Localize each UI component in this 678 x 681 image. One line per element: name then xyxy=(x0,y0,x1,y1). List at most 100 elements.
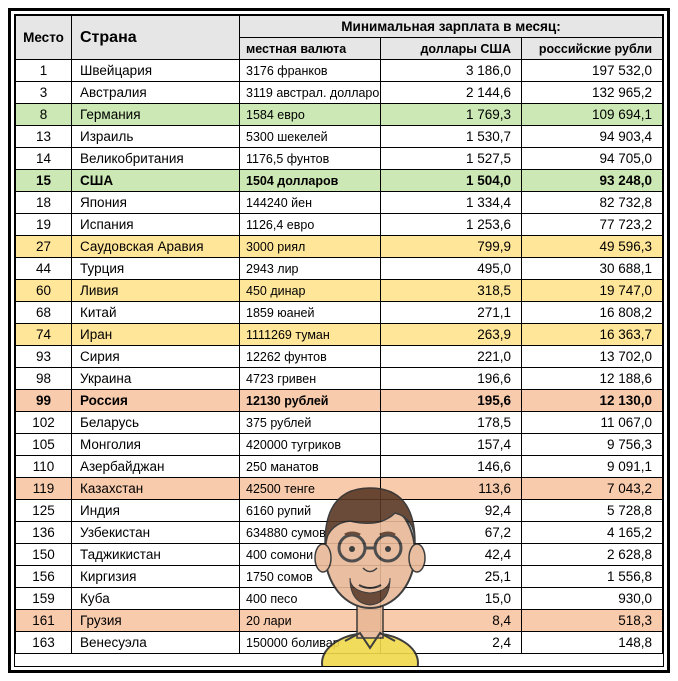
cell-place: 93 xyxy=(16,346,72,368)
cell-country: Сирия xyxy=(72,346,240,368)
table-row: 60Ливия450 динар318,519 747,0 xyxy=(16,280,663,302)
cell-place: 102 xyxy=(16,412,72,434)
cell-country: Швейцария xyxy=(72,60,240,82)
cell-usd: 318,5 xyxy=(381,280,522,302)
cell-local: 3000 риял xyxy=(240,236,381,258)
cell-usd: 221,0 xyxy=(381,346,522,368)
cell-country: Индия xyxy=(72,500,240,522)
cell-country: Куба xyxy=(72,588,240,610)
cell-local: 250 манатов xyxy=(240,456,381,478)
table-row: 99Россия12130 рублей195,612 130,0 xyxy=(16,390,663,412)
cell-rub: 9 091,1 xyxy=(522,456,663,478)
cell-usd: 1 527,5 xyxy=(381,148,522,170)
cell-local: 1504 долларов xyxy=(240,170,381,192)
header-salary-group: Минимальная зарплата в месяц: xyxy=(240,16,663,38)
cell-local: 12130 рублей xyxy=(240,390,381,412)
cell-place: 105 xyxy=(16,434,72,456)
cell-usd: 3 186,0 xyxy=(381,60,522,82)
cell-local: 6160 рупий xyxy=(240,500,381,522)
table-row: 3Австралия3119 австрал. долларов2 144,61… xyxy=(16,82,663,104)
cell-place: 8 xyxy=(16,104,72,126)
cell-place: 27 xyxy=(16,236,72,258)
cell-place: 13 xyxy=(16,126,72,148)
cell-rub: 12 188,6 xyxy=(522,368,663,390)
header-rub: российские рубли xyxy=(522,38,663,60)
cell-usd: 8,4 xyxy=(381,610,522,632)
table-row: 125Индия6160 рупий92,45 728,8 xyxy=(16,500,663,522)
cell-country: Монголия xyxy=(72,434,240,456)
cell-usd: 195,6 xyxy=(381,390,522,412)
cell-local: 400 песо xyxy=(240,588,381,610)
cell-usd: 146,6 xyxy=(381,456,522,478)
cell-place: 136 xyxy=(16,522,72,544)
table-row: 136Узбекистан634880 сумов67,24 165,2 xyxy=(16,522,663,544)
cell-local: 3176 франков xyxy=(240,60,381,82)
cell-rub: 49 596,3 xyxy=(522,236,663,258)
cell-local: 1584 евро xyxy=(240,104,381,126)
cell-local: 1750 сомов xyxy=(240,566,381,588)
cell-rub: 93 248,0 xyxy=(522,170,663,192)
cell-country: Грузия xyxy=(72,610,240,632)
cell-country: Ливия xyxy=(72,280,240,302)
cell-usd: 1 253,6 xyxy=(381,214,522,236)
cell-rub: 1 556,8 xyxy=(522,566,663,588)
table-row: 98Украина4723 гривен196,612 188,6 xyxy=(16,368,663,390)
cell-place: 156 xyxy=(16,566,72,588)
outer-frame: Место Страна Минимальная зарплата в меся… xyxy=(8,8,670,673)
cell-rub: 77 723,2 xyxy=(522,214,663,236)
header-local: местная валюта xyxy=(240,38,381,60)
cell-rub: 9 756,3 xyxy=(522,434,663,456)
cell-usd: 799,9 xyxy=(381,236,522,258)
cell-place: 18 xyxy=(16,192,72,214)
cell-rub: 930,0 xyxy=(522,588,663,610)
cell-usd: 67,2 xyxy=(381,522,522,544)
cell-usd: 15,0 xyxy=(381,588,522,610)
cell-country: Великобритания xyxy=(72,148,240,170)
cell-country: Австралия xyxy=(72,82,240,104)
table-row: 15США1504 долларов1 504,093 248,0 xyxy=(16,170,663,192)
cell-local: 1126,4 евро xyxy=(240,214,381,236)
cell-local: 12262 фунтов xyxy=(240,346,381,368)
table-row: 8Германия1584 евро1 769,3109 694,1 xyxy=(16,104,663,126)
cell-usd: 113,6 xyxy=(381,478,522,500)
cell-rub: 30 688,1 xyxy=(522,258,663,280)
cell-place: 44 xyxy=(16,258,72,280)
cell-usd: 25,1 xyxy=(381,566,522,588)
cell-country: Россия xyxy=(72,390,240,412)
cell-rub: 2 628,8 xyxy=(522,544,663,566)
cell-place: 159 xyxy=(16,588,72,610)
inner-frame: Место Страна Минимальная зарплата в меся… xyxy=(14,14,664,667)
cell-country: Узбекистан xyxy=(72,522,240,544)
cell-rub: 11 067,0 xyxy=(522,412,663,434)
cell-place: 14 xyxy=(16,148,72,170)
table-row: 119Казахстан42500 тенге113,67 043,2 xyxy=(16,478,663,500)
cell-local: 144240 йен xyxy=(240,192,381,214)
cell-usd: 42,4 xyxy=(381,544,522,566)
cell-rub: 4 165,2 xyxy=(522,522,663,544)
table-row: 74Иран1111269 туман263,916 363,7 xyxy=(16,324,663,346)
table-row: 13Израиль5300 шекелей1 530,794 903,4 xyxy=(16,126,663,148)
cell-usd: 271,1 xyxy=(381,302,522,324)
header-usd: доллары США xyxy=(381,38,522,60)
cell-country: США xyxy=(72,170,240,192)
cell-country: Беларусь xyxy=(72,412,240,434)
cell-country: Саудовская Аравия xyxy=(72,236,240,258)
table-row: 156Киргизия1750 сомов25,11 556,8 xyxy=(16,566,663,588)
cell-local: 420000 тугриков xyxy=(240,434,381,456)
cell-place: 99 xyxy=(16,390,72,412)
cell-place: 98 xyxy=(16,368,72,390)
cell-local: 1111269 туман xyxy=(240,324,381,346)
cell-country: Китай xyxy=(72,302,240,324)
cell-rub: 13 702,0 xyxy=(522,346,663,368)
cell-local: 450 динар xyxy=(240,280,381,302)
cell-rub: 12 130,0 xyxy=(522,390,663,412)
cell-usd: 157,4 xyxy=(381,434,522,456)
cell-rub: 16 363,7 xyxy=(522,324,663,346)
table-row: 150Таджикистан400 сомони42,42 628,8 xyxy=(16,544,663,566)
cell-country: Киргизия xyxy=(72,566,240,588)
cell-local: 400 сомони xyxy=(240,544,381,566)
cell-usd: 2,4 xyxy=(381,632,522,654)
cell-country: Германия xyxy=(72,104,240,126)
cell-country: Таджикистан xyxy=(72,544,240,566)
cell-local: 375 рублей xyxy=(240,412,381,434)
